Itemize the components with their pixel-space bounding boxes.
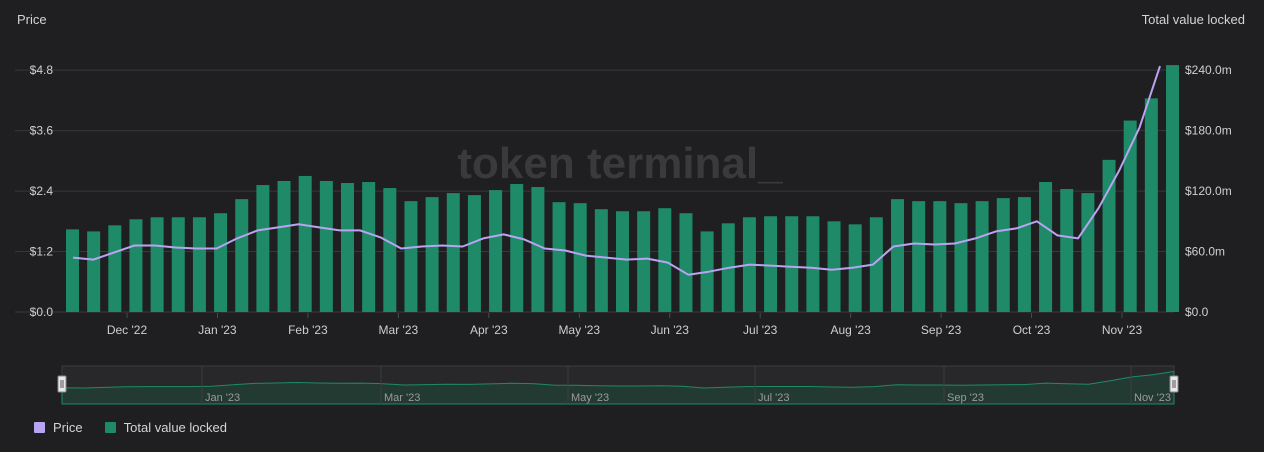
price-series-line bbox=[72, 65, 1161, 276]
left-tick-label: $4.8 bbox=[30, 63, 54, 77]
tvl-bar bbox=[383, 188, 397, 312]
navigator-handle-left[interactable] bbox=[57, 375, 67, 393]
tvl-bar bbox=[446, 193, 460, 312]
x-tick-label: May '23 bbox=[558, 323, 600, 337]
tvl-bar bbox=[235, 199, 249, 312]
right-tick-label: $60.0m bbox=[1185, 245, 1225, 259]
tvl-bar bbox=[510, 184, 524, 312]
tvl-bar bbox=[869, 217, 883, 312]
tvl-bar bbox=[1123, 120, 1137, 313]
x-tick-label: Jan '23 bbox=[198, 323, 237, 337]
tvl-bar bbox=[214, 213, 228, 312]
tvl-bar bbox=[341, 183, 354, 312]
tvl-bar bbox=[827, 221, 841, 312]
legend-swatch-price bbox=[34, 422, 45, 433]
tvl-bar bbox=[552, 202, 566, 312]
x-tick-label: Oct '23 bbox=[1013, 323, 1051, 337]
right-tick-label: $0.0 bbox=[1185, 305, 1209, 319]
tvl-bar bbox=[129, 219, 143, 312]
tvl-bar bbox=[594, 209, 608, 312]
x-axis-ticks: Dec '22 Jan '23 Feb '23 Mar '23 Apr '23 May '… bbox=[107, 313, 1143, 337]
tvl-bar bbox=[891, 199, 904, 312]
tvl-bar bbox=[1144, 98, 1158, 312]
navigator-handle-right[interactable] bbox=[1169, 375, 1179, 393]
price-line bbox=[72, 65, 1161, 276]
x-tick-label: Feb '23 bbox=[288, 323, 328, 337]
tvl-bar bbox=[171, 217, 185, 312]
legend-swatch-tvl bbox=[104, 422, 116, 433]
right-tick-label: $240.0m bbox=[1185, 63, 1232, 77]
navigator-series-area bbox=[61, 370, 1175, 405]
tvl-bar bbox=[277, 181, 291, 312]
tvl-bar bbox=[637, 211, 651, 312]
tvl-bar bbox=[1039, 182, 1053, 312]
tvl-bar bbox=[1017, 197, 1031, 312]
legend-item-tvl[interactable]: Total value locked bbox=[104, 420, 227, 435]
tvl-bar bbox=[996, 198, 1010, 312]
left-tick-label: $3.6 bbox=[30, 124, 54, 138]
tvl-bar bbox=[404, 201, 418, 312]
tvl-bar bbox=[679, 213, 693, 312]
legend-label-tvl: Total value locked bbox=[123, 420, 227, 435]
tvl-bar bbox=[150, 217, 164, 312]
tvl-bar bbox=[785, 216, 799, 312]
left-tick-label: $0.0 bbox=[30, 305, 54, 319]
navigator-label: Jan '23 bbox=[205, 392, 240, 404]
navigator-label: May '23 bbox=[571, 392, 609, 404]
tvl-bar bbox=[954, 203, 968, 312]
tvl-bar bbox=[256, 185, 270, 312]
right-tick-label: $120.0m bbox=[1185, 184, 1232, 198]
navigator-label: Mar '23 bbox=[384, 392, 420, 404]
tvl-bar bbox=[975, 201, 989, 312]
tvl-bar bbox=[573, 203, 587, 312]
x-tick-label: Dec '22 bbox=[107, 323, 148, 337]
tvl-bar bbox=[531, 187, 545, 312]
legend-item-price[interactable]: Price bbox=[34, 420, 83, 435]
x-tick-label: Aug '23 bbox=[830, 323, 871, 337]
x-tick-label: Jun '23 bbox=[651, 323, 690, 337]
tvl-bar bbox=[933, 201, 947, 312]
tvl-bar bbox=[764, 216, 778, 312]
range-navigator[interactable]: Jan '23 Mar '23 May '23 Jul '23 Sep '23 Nov '… bbox=[57, 365, 1179, 405]
legend-label-price: Price bbox=[53, 420, 83, 435]
tvl-bar bbox=[192, 217, 206, 312]
navigator-label: Jul '23 bbox=[758, 392, 789, 404]
tvl-bar bbox=[806, 216, 820, 312]
tvl-bar bbox=[658, 208, 672, 312]
x-tick-label: Apr '23 bbox=[470, 323, 508, 337]
x-tick-label: Mar '23 bbox=[379, 323, 419, 337]
right-axis-title: Total value locked bbox=[1141, 12, 1245, 27]
tvl-bar bbox=[425, 197, 439, 312]
tvl-bar bbox=[298, 175, 312, 312]
x-tick-label: Jul '23 bbox=[743, 323, 778, 337]
tvl-bar bbox=[1060, 189, 1074, 312]
tvl-bar bbox=[912, 201, 926, 312]
tvl-bar bbox=[1081, 193, 1095, 312]
tvl-bar bbox=[362, 182, 376, 312]
tvl-bars bbox=[66, 65, 1179, 313]
left-axis-ticks: $0.0 $1.2 $2.4 $3.6 $4.8 bbox=[30, 63, 54, 319]
tvl-bar bbox=[108, 225, 122, 312]
tvl-bar bbox=[87, 231, 101, 312]
tvl-bar bbox=[489, 190, 503, 312]
tvl-bar bbox=[1166, 65, 1179, 312]
right-tick-label: $180.0m bbox=[1185, 124, 1232, 138]
tvl-bar bbox=[1102, 159, 1116, 312]
watermark-text: token terminal_ bbox=[457, 139, 783, 188]
tvl-bar bbox=[467, 195, 481, 312]
x-tick-label: Nov '23 bbox=[1102, 323, 1143, 337]
left-axis-title: Price bbox=[17, 12, 47, 27]
x-tick-label: Sep '23 bbox=[921, 323, 962, 337]
tvl-bar bbox=[616, 211, 629, 312]
navigator-label: Nov '23 bbox=[1134, 392, 1171, 404]
right-axis-ticks: $0.0 $60.0m $120.0m $180.0m $240.0m bbox=[1185, 63, 1232, 319]
left-tick-label: $2.4 bbox=[30, 184, 54, 198]
left-tick-label: $1.2 bbox=[30, 245, 54, 259]
navigator-label: Sep '23 bbox=[947, 392, 984, 404]
legend: Price Total value locked bbox=[34, 420, 227, 435]
tvl-bar bbox=[66, 229, 79, 312]
tvl-bar bbox=[319, 181, 333, 312]
